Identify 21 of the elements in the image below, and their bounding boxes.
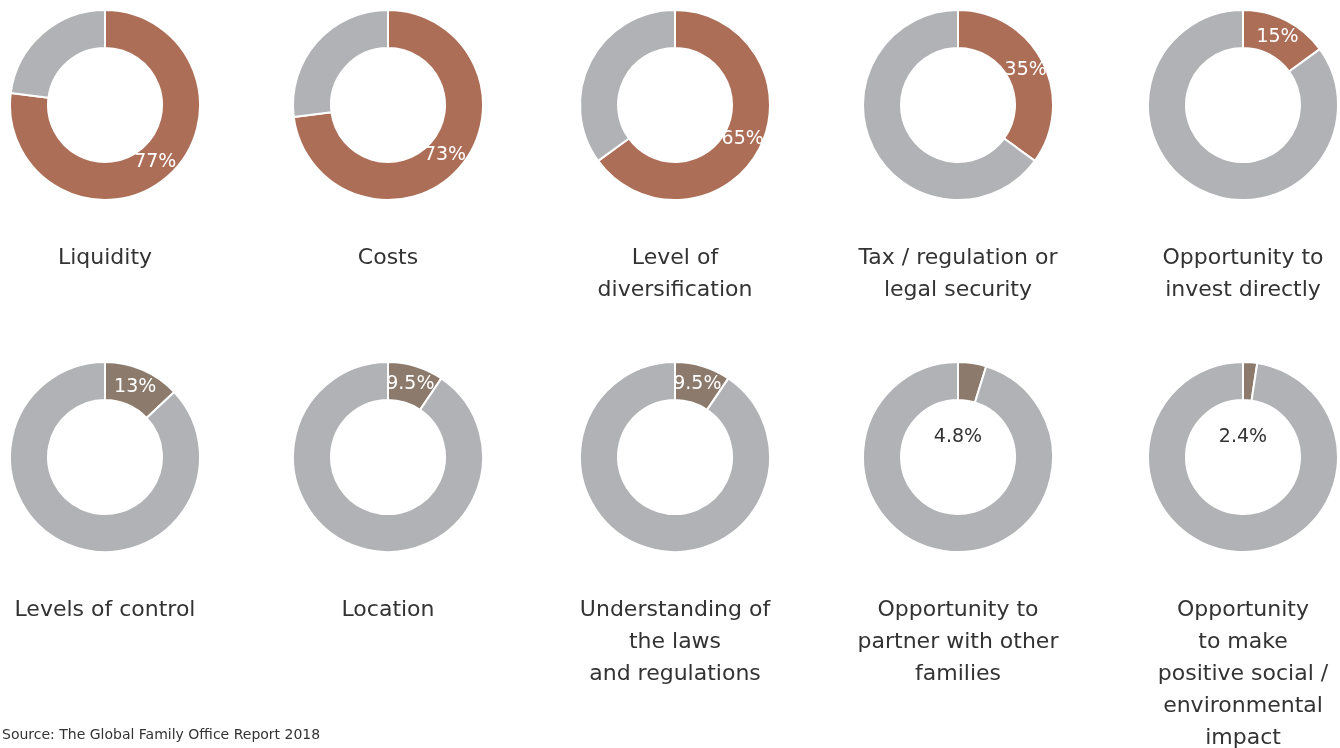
- text: Opportunity to partner with other families: [856, 595, 1060, 687]
- data-label: 15%: [1256, 24, 1299, 47]
- text: Understanding of the laws and regulations: [578, 595, 772, 687]
- text: Tax / regulation or legal security: [857, 243, 1059, 303]
- data-label: 13%: [114, 374, 157, 397]
- text: Opportunity to invest directly: [1161, 243, 1325, 303]
- text: Liquidity: [56, 243, 154, 271]
- source-note: Source: The Global Family Office Report 2018: [2, 726, 321, 742]
- text: Costs: [356, 243, 420, 271]
- data-label: 9.5%: [386, 371, 435, 394]
- text: Levels of control: [13, 595, 197, 623]
- text: Opportunity to make positive social / environmental impact: [1156, 595, 1330, 748]
- text: Level of diversification: [596, 243, 754, 303]
- data-label: 9.5%: [673, 371, 722, 394]
- text: Location: [340, 595, 436, 623]
- data-label: 65%: [721, 126, 764, 149]
- data-label: 73%: [423, 142, 467, 165]
- data-label: 2.4%: [1218, 423, 1268, 446]
- data-label: 35%: [1004, 57, 1047, 80]
- data-label: 77%: [134, 148, 177, 171]
- data-label: 4.8%: [933, 423, 983, 446]
